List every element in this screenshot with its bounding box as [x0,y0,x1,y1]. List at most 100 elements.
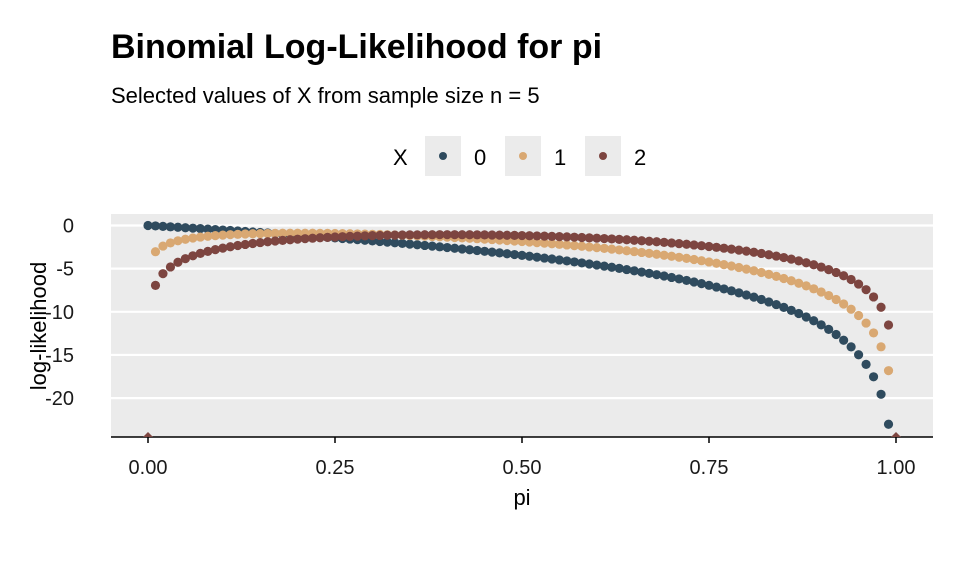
point-x1 [861,318,871,328]
point-x1 [659,250,669,260]
point-x1 [547,239,557,249]
point-x2 [644,236,654,246]
edge-marker [143,432,153,437]
point-x2 [188,251,198,261]
point-x0 [158,221,168,231]
point-x2 [622,235,632,245]
point-x2 [173,257,183,267]
point-x1 [809,284,819,294]
legend-label-0: 0 [474,145,487,170]
point-x0 [846,342,856,352]
point-x0 [681,275,692,286]
point-x0 [405,239,415,249]
point-x0 [607,262,617,272]
point-x2 [494,230,505,240]
point-x1 [225,230,235,240]
point-x0 [465,245,475,255]
legend-key-1 [505,136,541,176]
point-x2 [809,260,819,270]
point-x2 [150,280,161,290]
chart-subtitle: Selected values of X from sample size n … [111,83,540,108]
point-x2 [240,239,250,250]
point-x0 [509,249,520,260]
point-x2 [457,230,467,240]
point-x2 [637,236,647,246]
point-x2 [225,242,235,252]
point-x0 [711,282,722,292]
point-x1 [779,273,789,284]
point-x0 [764,297,774,307]
point-x2 [300,234,310,244]
point-x0 [517,250,527,261]
point-x2 [248,238,258,249]
point-x1 [734,262,744,273]
point-x2 [816,262,826,272]
point-x1 [846,304,856,314]
point-x0 [524,251,535,261]
point-x2 [614,234,624,244]
point-x1 [569,240,579,251]
point-x2 [442,230,452,240]
point-x0 [435,242,445,252]
point-x0 [143,220,153,231]
point-x2 [741,246,752,256]
point-x1 [203,231,213,241]
point-x2 [352,231,363,241]
point-x0 [861,359,871,369]
point-x1 [644,248,654,258]
point-x0 [188,223,198,233]
point-x1 [839,299,849,309]
point-x2 [233,240,243,251]
point-x0 [667,272,677,283]
point-x0 [771,299,781,310]
x-axis-title: pi [513,485,530,510]
point-x2 [539,231,550,241]
point-x2 [861,285,871,295]
point-x0 [734,288,744,298]
point-x2 [831,267,841,278]
point-x1 [554,239,565,249]
point-x2 [629,235,639,245]
point-x0 [659,271,669,281]
point-x2 [824,264,834,275]
point-x1 [188,233,198,243]
point-x2 [420,230,430,240]
point-x1 [532,237,542,248]
point-x0 [569,257,579,267]
point-x2 [375,230,385,241]
point-x2 [427,230,437,240]
point-x0 [487,247,497,257]
point-x2 [704,241,714,252]
point-x2 [502,230,512,240]
point-x2 [397,230,407,240]
point-x2 [390,230,400,240]
legend-key-0 [425,136,461,176]
point-x0 [150,221,161,231]
point-x1 [195,232,205,242]
x-tick-label: 0.25 [316,457,355,479]
point-x0 [532,252,542,262]
point-x2 [794,256,804,266]
point-x2 [509,230,520,240]
point-x1 [801,281,811,291]
point-x0 [839,335,849,345]
point-x2 [382,230,392,240]
point-x2 [195,248,205,259]
point-x0 [749,292,759,302]
point-x0 [801,312,811,322]
point-x1 [278,228,288,238]
x-ticks: 0.00 0.25 0.50 0.75 1.00 [129,437,915,479]
point-x2 [719,243,729,253]
point-x1 [711,258,722,268]
point-x0 [794,308,804,319]
point-x0 [165,222,176,232]
point-x2 [517,230,527,241]
point-x2 [210,245,220,255]
legend-dot-0 [439,152,447,160]
point-x2 [263,237,273,247]
point-x0 [741,290,752,300]
legend-key-2 [585,136,621,176]
point-x0 [629,266,639,276]
legend: X 0 1 2 [0,136,960,176]
point-x0 [554,255,565,265]
